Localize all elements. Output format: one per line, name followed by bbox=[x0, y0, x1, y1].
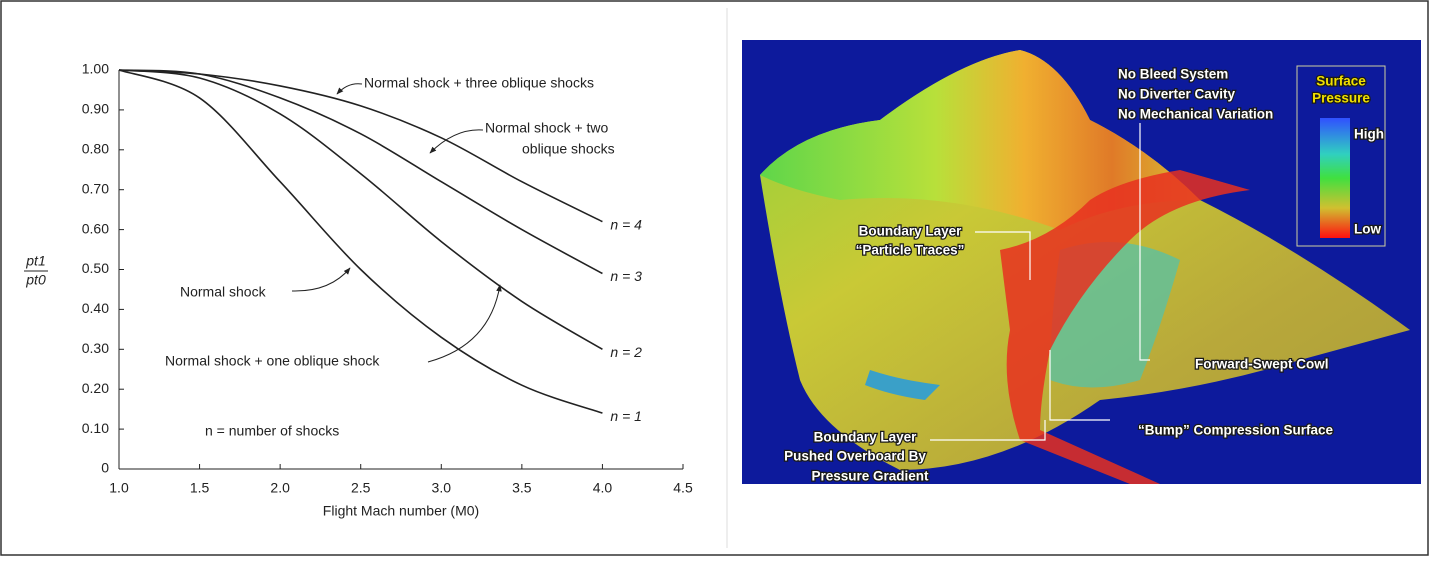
image-label: Pushed Overboard By bbox=[784, 449, 926, 464]
y-tick-label: 0.70 bbox=[82, 180, 109, 196]
y-tick-label: 0.90 bbox=[82, 101, 109, 117]
series-line bbox=[119, 70, 602, 349]
x-tick-label: 2.0 bbox=[270, 480, 290, 496]
series-label: n = 2 bbox=[610, 344, 642, 360]
y-label-denominator: pt0 bbox=[25, 272, 46, 288]
y-tick-label: 0.60 bbox=[82, 220, 109, 236]
legend-title: Pressure bbox=[1312, 91, 1370, 106]
x-tick-label: 4.0 bbox=[593, 480, 613, 496]
x-tick-label: 2.5 bbox=[351, 480, 371, 496]
series-label: n = 3 bbox=[610, 268, 642, 284]
arrow bbox=[428, 285, 500, 362]
y-tick-label: 0.20 bbox=[82, 380, 109, 396]
x-tick-label: 1.5 bbox=[190, 480, 210, 496]
annotation: oblique shocks bbox=[522, 141, 615, 157]
cfd-image: No Bleed System No Diverter Cavity No Mech… bbox=[742, 40, 1421, 484]
x-tick-label: 3.0 bbox=[432, 480, 452, 496]
y-tick-label: 0.10 bbox=[82, 420, 109, 436]
x-tick-label: 3.5 bbox=[512, 480, 532, 496]
image-label: No Diverter Cavity bbox=[1118, 87, 1236, 102]
image-label: No Mechanical Variation bbox=[1118, 107, 1273, 122]
image-label: No Bleed System bbox=[1118, 67, 1228, 82]
legend-high: High bbox=[1354, 127, 1384, 142]
series-line bbox=[119, 70, 602, 273]
annotation: n = number of shocks bbox=[205, 423, 339, 439]
image-label: Boundary Layer bbox=[859, 224, 963, 239]
annotation: Normal shock + one oblique shock bbox=[165, 353, 380, 369]
image-label: “Particle Traces” bbox=[856, 243, 965, 258]
chart: pt1 pt0 Flight Mach number (M0) 0 0.10 0.2… bbox=[24, 61, 693, 519]
y-tick-label: 0.80 bbox=[82, 141, 109, 157]
y-tick-label: 0 bbox=[101, 460, 109, 476]
image-label: Pressure Gradient bbox=[811, 469, 929, 484]
annotation: Normal shock + three oblique shocks bbox=[364, 75, 594, 91]
y-tick-label: 0.40 bbox=[82, 300, 109, 316]
arrow bbox=[292, 268, 350, 291]
y-tick-label: 0.30 bbox=[82, 340, 109, 356]
x-label: Flight Mach number (M0) bbox=[323, 503, 479, 519]
page: pt1 pt0 Flight Mach number (M0) 0 0.10 0.2… bbox=[0, 0, 1429, 556]
legend-low: Low bbox=[1354, 222, 1381, 237]
legend-title: Surface bbox=[1316, 74, 1366, 89]
legend-scale bbox=[1320, 118, 1350, 238]
annotation: Normal shock + two bbox=[485, 120, 609, 136]
x-tick-label: 4.5 bbox=[673, 480, 693, 496]
annotation: Normal shock bbox=[180, 284, 267, 300]
arrow bbox=[430, 130, 483, 153]
y-tick-label: 1.00 bbox=[82, 61, 109, 77]
y-tick-label: 0.50 bbox=[82, 260, 109, 276]
series-label: n = 4 bbox=[610, 216, 642, 232]
image-label: “Bump” Compression Surface bbox=[1138, 423, 1334, 438]
image-label: Boundary Layer bbox=[814, 430, 918, 445]
x-tick-label: 1.0 bbox=[109, 480, 129, 496]
y-label-numerator: pt1 bbox=[25, 253, 45, 269]
image-label: Forward-Swept Cowl bbox=[1195, 357, 1329, 372]
series-label: n = 1 bbox=[610, 408, 642, 424]
arrow bbox=[337, 84, 362, 94]
